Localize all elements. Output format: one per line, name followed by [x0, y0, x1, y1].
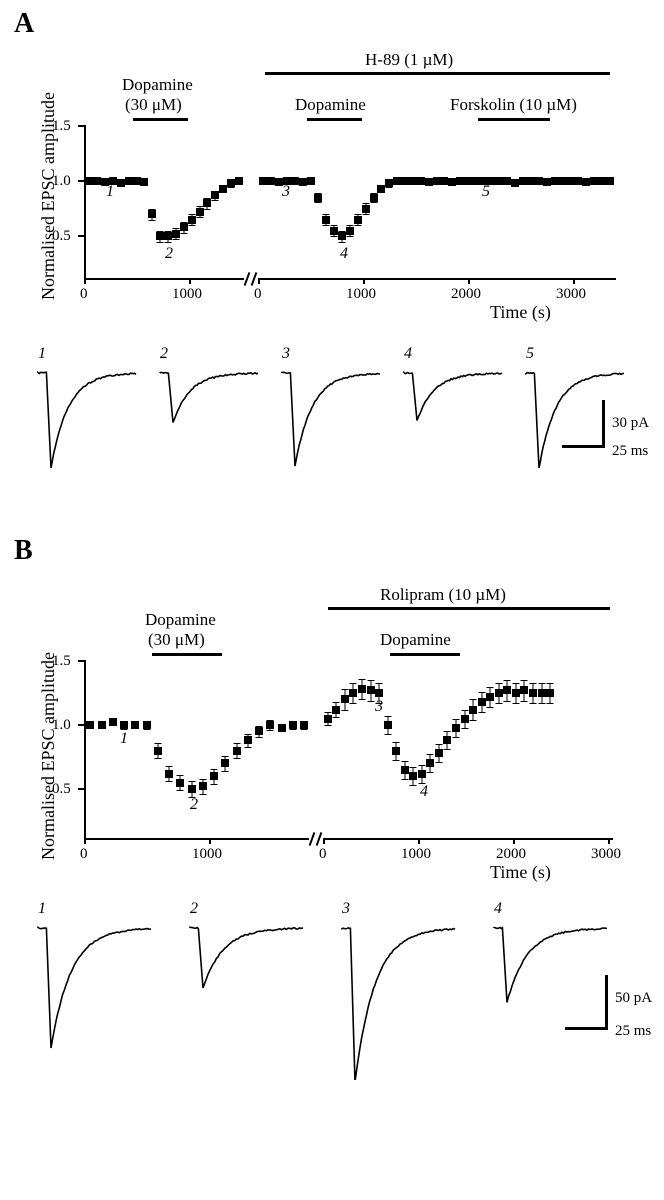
- yb-tl-05: 0.5: [52, 781, 71, 798]
- traces-a: 1 2 3 4 5 30 pA 25 ms: [30, 345, 640, 495]
- xb-tl-2000r: 2000: [496, 846, 526, 863]
- xb-tl-3000r: 3000: [591, 846, 621, 863]
- pa-pl-3: 3: [282, 183, 290, 201]
- chart-a-xaxis-r: [258, 278, 616, 280]
- xa-tl-1000l: 1000: [172, 286, 202, 303]
- ta-scale-v-label: 30 pA: [612, 415, 649, 432]
- xb-tl-0r: 0: [319, 846, 327, 863]
- treat-a-dop1-bar: [133, 118, 188, 121]
- ya-tl-15: 1.5: [52, 118, 71, 135]
- yb-tl-10: 1.0: [52, 717, 71, 734]
- treat-a-dop1-bot: (30 μM): [125, 95, 182, 115]
- xa-tick-1000r: [363, 278, 365, 284]
- pa-pl-2: 2: [165, 245, 173, 263]
- chart-b-break2: [316, 832, 323, 846]
- xa-tl-1000r: 1000: [346, 286, 376, 303]
- pa-pl-4: 4: [340, 245, 348, 263]
- ya-tl-05: 0.5: [52, 228, 71, 245]
- treat-b-dop1-top: Dopamine: [145, 610, 216, 630]
- treat-a-dop2-bar: [307, 118, 362, 121]
- chart-b-xaxis-l: [84, 838, 309, 840]
- tb-scale-v-label: 50 pA: [615, 990, 652, 1007]
- chart-b-xaxis-r: [323, 838, 613, 840]
- treat-b-rolipram-bar: [328, 607, 610, 610]
- treat-b-dop1-bar: [152, 653, 222, 656]
- chart-a-break1: [244, 272, 251, 286]
- chart-b-xlabel: Time (s): [490, 862, 551, 883]
- chart-b-break1: [309, 832, 316, 846]
- treat-a-forskolin-bar: [478, 118, 550, 121]
- chart-a-xlabel: Time (s): [490, 302, 551, 323]
- xa-tl-0l: 0: [80, 286, 88, 303]
- ta-scale-h: [562, 445, 605, 448]
- xa-tick-0l: [84, 278, 86, 284]
- xb-tick-1000l: [209, 838, 211, 844]
- xb-tl-1000l: 1000: [192, 846, 222, 863]
- xa-tl-0r: 0: [254, 286, 262, 303]
- treat-b-dop1-bot: (30 μM): [148, 630, 205, 650]
- chart-b-ylabel: Normalised EPSC amplitude: [38, 652, 59, 860]
- tb-scale-v: [605, 975, 608, 1030]
- pb-pl-2: 2: [190, 796, 198, 814]
- tb-scale-h-label: 25 ms: [615, 1023, 651, 1040]
- pb-pl-1: 1: [120, 730, 128, 748]
- xb-tl-0l: 0: [80, 846, 88, 863]
- xa-tick-3000r: [573, 278, 575, 284]
- treat-a-h89: H-89 (1 µM): [365, 50, 453, 70]
- traces-a-svg: [30, 345, 640, 495]
- pa-pl-5: 5: [482, 183, 490, 201]
- xb-tl-1000r: 1000: [401, 846, 431, 863]
- pb-pl-4: 4: [420, 783, 428, 801]
- ta-scale-v: [602, 400, 605, 448]
- ya-tick-15: [78, 125, 84, 127]
- chart-b-yaxis: [84, 660, 86, 840]
- chart-a-yaxis: [84, 125, 86, 280]
- treat-b-dop2-bar: [390, 653, 460, 656]
- xa-tl-2000r: 2000: [451, 286, 481, 303]
- treat-b-rolipram: Rolipram (10 µM): [380, 585, 506, 605]
- panel-b-label: B: [14, 535, 33, 567]
- panel-a-label: A: [14, 8, 34, 40]
- treat-b-dop2: Dopamine: [380, 630, 451, 650]
- tb-scale-h: [565, 1027, 608, 1030]
- treat-a-dop1-top: Dopamine: [122, 75, 193, 95]
- xb-tick-0r: [323, 838, 325, 844]
- traces-b: 1 2 3 4 50 pA 25 ms: [30, 900, 640, 1080]
- chart-a-xaxis-l: [84, 278, 244, 280]
- xa-tick-1000l: [189, 278, 191, 284]
- yb-tick-05: [78, 788, 84, 790]
- yb-tick-15: [78, 660, 84, 662]
- xa-tick-2000r: [468, 278, 470, 284]
- chart-a: Normalised EPSC amplitude Dopamine (30 μ…: [70, 50, 630, 320]
- ya-tl-10: 1.0: [52, 173, 71, 190]
- xa-tl-3000r: 3000: [556, 286, 586, 303]
- yb-tl-15: 1.5: [52, 653, 71, 670]
- xb-tick-0l: [84, 838, 86, 844]
- treat-a-h89-bar: [265, 72, 610, 75]
- treat-a-dop2: Dopamine: [295, 95, 366, 115]
- chart-b: Normalised EPSC amplitude Dopamine (30 μ…: [70, 580, 630, 880]
- traces-b-svg: [30, 900, 640, 1080]
- chart-a-break2: [251, 272, 258, 286]
- xb-tick-2000r: [513, 838, 515, 844]
- xb-tick-3000r: [608, 838, 610, 844]
- xb-tick-1000r: [418, 838, 420, 844]
- xa-tick-0r: [258, 278, 260, 284]
- ta-scale-h-label: 25 ms: [612, 443, 648, 460]
- yb-tick-10: [78, 724, 84, 726]
- treat-a-forskolin: Forskolin (10 µM): [450, 95, 577, 115]
- ya-tick-05: [78, 235, 84, 237]
- ya-tick-10: [78, 180, 84, 182]
